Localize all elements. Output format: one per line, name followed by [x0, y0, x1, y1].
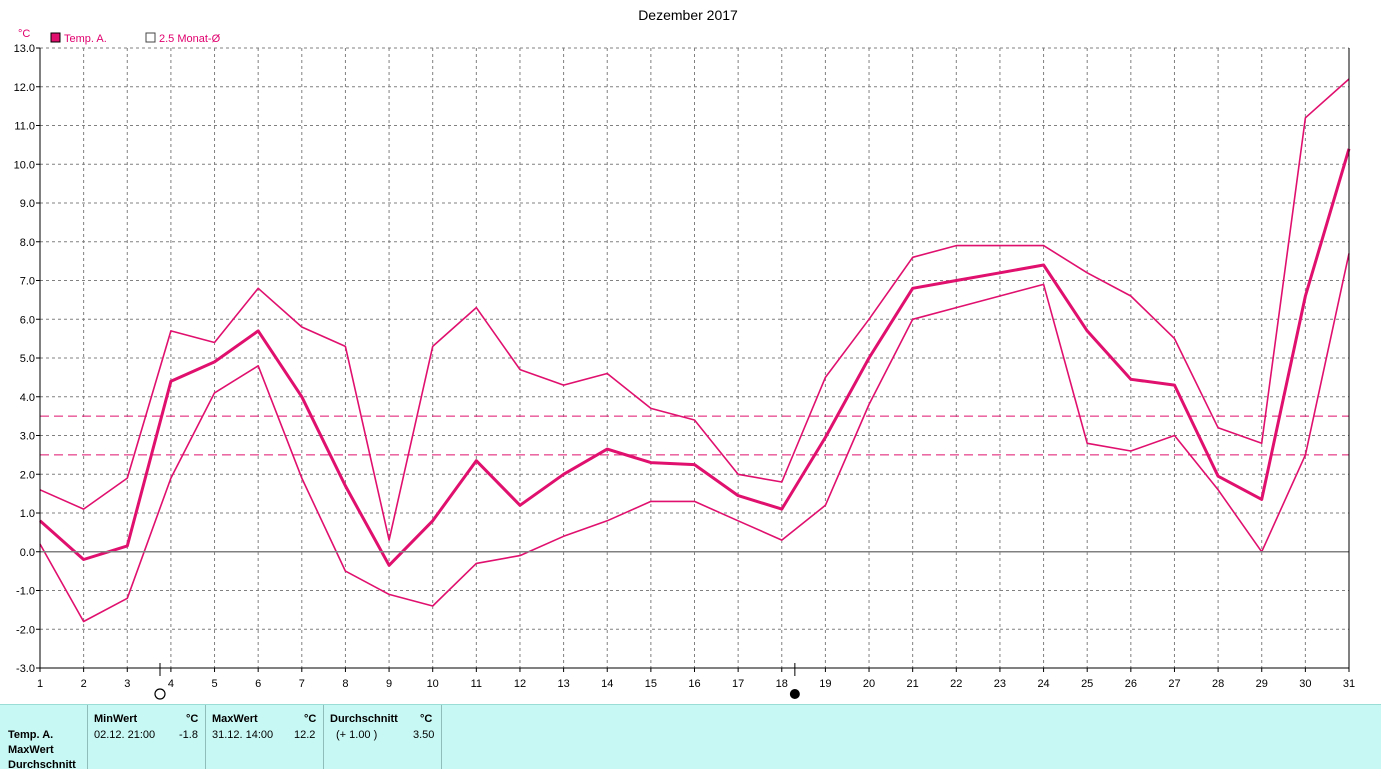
y-tick-label: 4.0: [20, 392, 35, 404]
max-value: 12.2: [294, 729, 316, 741]
x-tick-label: 22: [950, 678, 962, 690]
x-tick-label: 28: [1212, 678, 1224, 690]
legend-hollow-square-icon: [145, 32, 156, 43]
y-tick-label: 8.0: [20, 237, 35, 249]
x-tick-labels: 1 2 3 4 5 6 7 8 9 10 11 12 13 14 15 16 17 18 19 20 21 22 23 24 2…: [37, 678, 1355, 690]
full-moon-icon: [154, 688, 166, 700]
x-tick-label: 21: [907, 678, 919, 690]
y-tick-label: 1.0: [20, 508, 35, 520]
y-tick-label: 13.0: [14, 43, 35, 55]
row-label-temp: Temp. A.: [8, 729, 54, 741]
x-tick-label: 5: [211, 678, 217, 690]
avg-delta: (+ 1.00 ): [336, 729, 378, 741]
x-tick-label: 26: [1125, 678, 1137, 690]
x-tick-label: 16: [688, 678, 700, 690]
y-tick-label: -3.0: [16, 663, 35, 675]
x-tick-label: 20: [863, 678, 875, 690]
y-tick-label: 2.0: [20, 469, 35, 481]
x-tick-label: 12: [514, 678, 526, 690]
avg-header: Durchschnitt: [330, 713, 398, 725]
min-header: MinWert: [94, 713, 138, 725]
max-date: 31.12. 14:00: [212, 729, 274, 741]
y-tick-label: -2.0: [16, 624, 35, 636]
x-tick-label: 6: [255, 678, 261, 690]
axes: [36, 47, 1350, 672]
column-divider: [87, 705, 88, 769]
row-label-max: MaxWert: [8, 744, 54, 756]
x-tick-label: 15: [645, 678, 657, 690]
x-tick-label: 30: [1299, 678, 1311, 690]
statistics-panel: Temp. A. MaxWert Durchschnitt MinWert °C…: [0, 704, 1381, 771]
x-tick-label: 9: [386, 678, 392, 690]
y-tick-label: -1.0: [16, 586, 35, 598]
legend-filled-square-icon: [50, 32, 61, 43]
chart-title: Dezember 2017: [638, 7, 738, 23]
x-tick-label: 11: [471, 678, 482, 690]
x-tick-label: 18: [776, 678, 788, 690]
series-line-min: [39, 253, 1350, 623]
x-tick-label: 23: [994, 678, 1006, 690]
series-line-mean: [39, 148, 1351, 567]
x-tick-label: 13: [557, 678, 569, 690]
y-tick-label: 7.0: [20, 276, 35, 288]
x-tick-label: 31: [1343, 678, 1355, 690]
x-tick-label: 25: [1081, 678, 1093, 690]
moon-phase-markers: [154, 663, 800, 700]
y-tick-label: 9.0: [20, 198, 35, 210]
y-tick-label: 0.0: [20, 547, 35, 559]
max-header: MaxWert: [212, 713, 258, 725]
min-unit: °C: [186, 713, 199, 725]
row-label-avg: Durchschnitt: [8, 759, 76, 771]
x-tick-label: 29: [1256, 678, 1268, 690]
x-tick-label: 27: [1168, 678, 1180, 690]
series-lines: [39, 78, 1351, 623]
temperature-chart: Dezember 2017 °C Temp. A. 2.5 Monat-Ø 13…: [14, 7, 1355, 700]
x-tick-label: 19: [819, 678, 831, 690]
x-tick-label: 2: [81, 678, 87, 690]
x-tick-label: 7: [299, 678, 305, 690]
avg-value: 3.50: [413, 729, 435, 741]
y-tick-label: 10.0: [14, 159, 35, 171]
grid: [40, 47, 1349, 668]
legend-label-avg: 2.5 Monat-Ø: [159, 33, 221, 45]
x-tick-label: 4: [168, 678, 174, 690]
y-tick-label: 3.0: [20, 431, 35, 443]
x-tick-label: 14: [601, 678, 613, 690]
series-line-max: [39, 78, 1350, 541]
y-tick-label: 5.0: [20, 353, 35, 365]
new-moon-icon: [789, 689, 800, 699]
y-tick-labels: 13.0 12.0 11.0 10.0 9.0 8.0 7.0 6.0 5.0 4.0 3.0 2.0…: [14, 43, 35, 675]
column-divider: [323, 705, 324, 769]
column-divider: [205, 705, 206, 769]
max-unit: °C: [304, 713, 317, 725]
reference-lines: [40, 415, 1349, 456]
min-value: -1.8: [179, 729, 198, 741]
x-tick-label: 8: [342, 678, 348, 690]
x-tick-label: 3: [124, 678, 130, 690]
x-tick-label: 1: [37, 678, 43, 690]
y-tick-label: 11.0: [14, 121, 35, 133]
x-tick-label: 24: [1037, 678, 1049, 690]
legend-label-temp: Temp. A.: [64, 33, 107, 45]
x-tick-label: 10: [427, 678, 439, 690]
avg-unit: °C: [420, 713, 433, 725]
x-tick-label: 17: [732, 678, 744, 690]
y-axis-unit-label: °C: [18, 28, 30, 40]
column-divider: [441, 705, 442, 769]
y-tick-label: 6.0: [20, 314, 35, 326]
min-date: 02.12. 21:00: [94, 729, 156, 741]
legend: Temp. A. 2.5 Monat-Ø: [50, 32, 221, 45]
y-tick-label: 12.0: [14, 82, 35, 94]
